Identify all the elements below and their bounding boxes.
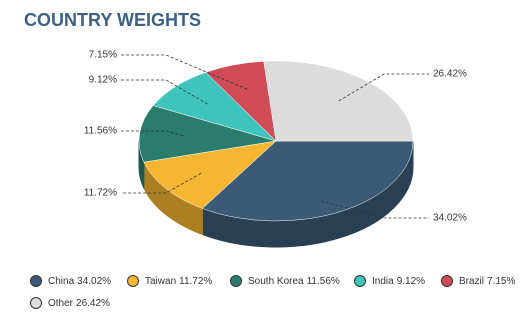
leader-line (121, 172, 202, 194)
legend-value: 26.42% (76, 298, 110, 309)
legend-label: China 34.02% (48, 276, 111, 287)
data-label: 26.42% (433, 69, 467, 80)
legend-name: South Korea (248, 276, 304, 287)
legend-marker (354, 275, 366, 287)
slice (152, 72, 277, 142)
legend-label: South Korea 11.56% (248, 276, 340, 287)
legend-marker (230, 275, 242, 287)
leader-line (338, 73, 429, 102)
slice (263, 60, 414, 142)
legend-value: 7.15% (487, 276, 515, 287)
data-label: 11.56% (84, 126, 117, 137)
data-label: 34.02% (433, 213, 467, 224)
slice (201, 140, 414, 222)
data-label: 7.15% (89, 50, 117, 61)
legend-marker (441, 275, 453, 287)
legend-label: Other 26.42% (48, 298, 110, 309)
legend-label: Taiwan 11.72% (145, 276, 212, 287)
legend-value: 11.56% (307, 276, 340, 287)
legend-marker (127, 275, 139, 287)
legend-name: India (372, 276, 394, 287)
legend-value: 34.02% (77, 276, 111, 287)
legend-marker (30, 297, 42, 309)
legend-name: China (48, 276, 75, 287)
slice (143, 140, 277, 209)
legend-label: India 9.12% (372, 276, 425, 287)
leader-line (320, 200, 429, 219)
legend-value: 11.72% (179, 276, 212, 287)
legend-name: Taiwan (145, 276, 176, 287)
legend-label: Brazil 7.15% (459, 276, 515, 287)
data-label: 9.12% (89, 75, 117, 86)
legend-name: Brazil (459, 276, 484, 287)
data-label: 11.72% (84, 188, 117, 199)
legend-name: Other (48, 298, 74, 309)
legend-marker (30, 275, 42, 287)
leader-line (121, 79, 208, 105)
chart-title: COUNTRY WEIGHTS (24, 10, 201, 30)
leader-line (121, 130, 184, 137)
slice (138, 105, 277, 163)
legend-value: 9.12% (397, 276, 425, 287)
